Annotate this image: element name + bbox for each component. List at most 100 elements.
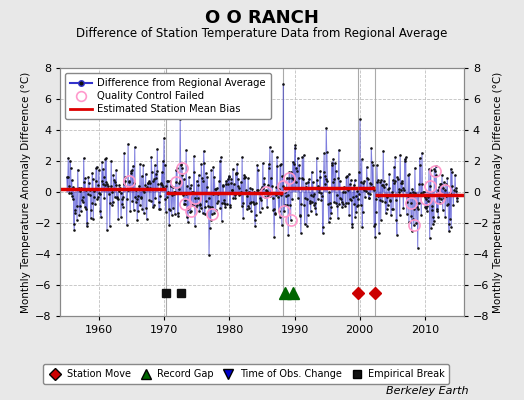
Point [162,193,171,200]
Point [307,191,315,198]
Point [325,200,334,206]
Point [191,195,200,201]
Point [319,224,328,230]
Point [192,204,200,210]
Point [418,180,427,187]
Point [165,205,173,212]
Point [80,178,89,185]
Point [296,212,304,218]
Point [412,204,421,210]
Point [277,161,285,168]
Point [322,125,331,132]
Point [197,161,205,167]
Point [173,165,181,171]
Point [274,163,282,170]
Point [351,214,359,220]
Point [369,186,378,193]
Point [370,223,378,229]
Point [294,195,302,201]
Point [346,177,355,183]
Point [162,183,170,189]
Point [81,175,90,182]
Point [203,174,212,180]
Point [91,178,100,185]
Point [68,177,76,183]
Point [388,188,396,195]
Point [348,224,357,230]
Point [247,199,255,206]
Point [238,154,246,161]
Point [410,206,419,212]
Point [208,203,216,210]
Point [432,208,441,214]
Point [291,144,299,151]
Point [453,195,462,201]
Point [445,228,453,235]
Point [184,206,193,212]
Point [135,182,143,189]
Point [252,212,260,218]
Point [161,208,170,215]
Point [107,188,116,195]
Point [356,202,365,208]
Point [407,213,415,219]
Point [94,182,103,188]
Point [366,180,374,186]
Point [268,148,276,154]
Point [353,188,362,194]
Point [323,149,331,155]
Point [211,186,219,192]
Point [373,162,381,168]
Point [287,174,296,181]
Point [341,202,350,209]
Point [233,161,242,167]
Point [416,155,424,162]
Point [228,187,237,194]
Point [136,161,144,168]
Point [174,212,182,219]
Point [283,202,291,208]
Point [313,196,322,202]
Point [265,161,273,167]
Point [433,206,441,212]
Point [76,188,84,194]
Point [304,179,313,185]
Point [434,214,442,220]
Point [395,189,403,196]
Point [359,187,368,194]
Point [141,170,150,177]
Point [163,178,171,184]
Point [429,221,437,228]
Point [320,150,329,156]
Point [104,183,112,190]
Point [401,154,410,160]
Point [447,224,455,231]
Point [374,177,383,183]
Point [268,194,277,201]
Point [405,170,413,177]
Point [324,200,332,207]
Point [231,192,239,198]
Point [127,168,136,174]
Point [83,220,92,226]
Point [252,200,260,206]
Point [242,186,250,193]
Point [98,159,106,165]
Point [401,158,409,164]
Point [151,170,160,177]
Point [231,194,239,201]
Point [88,170,96,176]
Point [310,201,318,208]
Point [157,180,166,186]
Point [355,191,364,198]
Point [112,167,121,174]
Point [263,188,271,194]
Point [230,181,238,188]
Point [292,178,300,185]
Point [210,210,218,216]
Point [182,214,191,220]
Point [189,189,197,195]
Point [388,177,397,184]
Point [221,204,230,210]
Point [78,197,86,203]
